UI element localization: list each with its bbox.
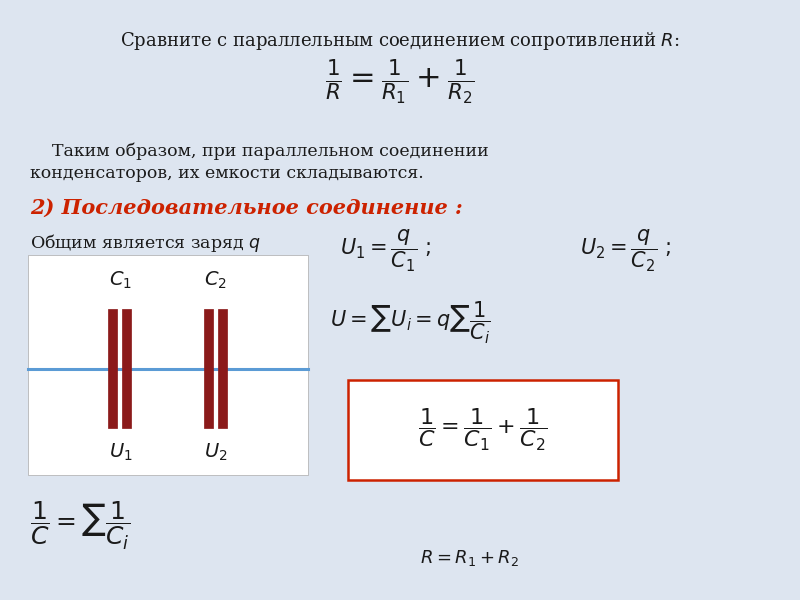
- Text: Таким образом, при параллельном соединении: Таким образом, при параллельном соединен…: [30, 142, 489, 160]
- Text: Общим является заряд $q$: Общим является заряд $q$: [30, 232, 261, 254]
- Text: $U = \sum U_i = q\sum\dfrac{1}{C_i}$: $U = \sum U_i = q\sum\dfrac{1}{C_i}$: [330, 300, 490, 346]
- Bar: [28, 255, 308, 475]
- Text: $C_1$: $C_1$: [109, 270, 132, 291]
- Text: $U_2$: $U_2$: [204, 442, 227, 463]
- Text: $U_1 = \dfrac{q}{C_1}$ ;: $U_1 = \dfrac{q}{C_1}$ ;: [340, 228, 431, 274]
- Text: $U_1$: $U_1$: [109, 442, 132, 463]
- Text: $C_2$: $C_2$: [204, 270, 227, 291]
- Bar: [348, 380, 618, 480]
- Text: $\dfrac{1}{C} = \dfrac{1}{C_1} + \dfrac{1}{C_2}$: $\dfrac{1}{C} = \dfrac{1}{C_1} + \dfrac{…: [418, 407, 548, 453]
- Text: конденсаторов, их емкости складываются.: конденсаторов, их емкости складываются.: [30, 165, 424, 182]
- Text: Сравните с параллельным соединением сопротивлений $R$:: Сравните с параллельным соединением сопр…: [120, 30, 680, 52]
- Text: $R = R_1 + R_2$: $R = R_1 + R_2$: [420, 548, 519, 568]
- Text: $\frac{1}{R} = \frac{1}{R_1} + \frac{1}{R_2}$: $\frac{1}{R} = \frac{1}{R_1} + \frac{1}{…: [326, 58, 474, 107]
- Text: $\dfrac{1}{C} = \sum\dfrac{1}{C_i}$: $\dfrac{1}{C} = \sum\dfrac{1}{C_i}$: [30, 500, 130, 552]
- Text: 2) Последовательное соединение :: 2) Последовательное соединение :: [30, 198, 462, 218]
- Text: $U_2 = \dfrac{q}{C_2}$ ;: $U_2 = \dfrac{q}{C_2}$ ;: [580, 228, 671, 274]
